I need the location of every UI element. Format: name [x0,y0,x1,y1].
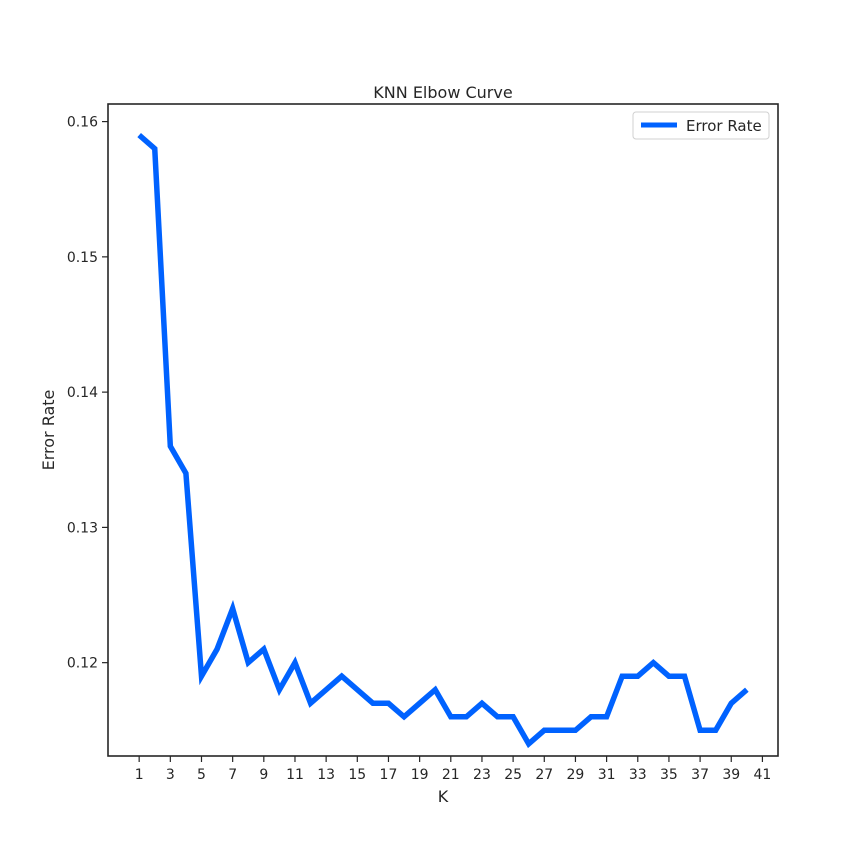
x-tick-label: 23 [473,767,491,783]
x-tick-label: 15 [348,767,366,783]
y-axis: 0.12 0.13 0.14 0.15 0.16 [67,115,108,672]
x-tick-label: 3 [166,767,175,783]
x-tick-label: 25 [504,767,522,783]
x-tick-label: 21 [442,767,460,783]
y-tick-label: 0.12 [67,656,98,672]
y-tick-label: 0.15 [67,250,98,266]
x-tick-label: 11 [286,767,304,783]
chart-title: KNN Elbow Curve [373,83,512,102]
x-tick-label: 27 [535,767,553,783]
x-tick-label: 35 [660,767,678,783]
y-axis-label: Error Rate [39,390,58,471]
plot-frame [107,103,779,757]
x-tick-label: 41 [754,767,772,783]
x-tick-label: 19 [411,767,429,783]
x-tick-label: 13 [317,767,335,783]
legend-box [632,111,770,140]
x-tick-label: 17 [380,767,398,783]
y-tick-label: 0.16 [67,115,98,131]
x-tick-label: 33 [629,767,647,783]
y-tick-label: 0.14 [67,385,98,401]
x-tick-label: 1 [135,767,144,783]
y-tick-label: 0.13 [67,520,98,536]
x-axis: 1 3 5 7 9 11 13 15 17 19 21 23 25 27 29 31 33 35 37 39 41 [135,756,772,783]
x-tick-label: 7 [228,767,237,783]
x-tick-label: 37 [691,767,709,783]
x-tick-label: 39 [722,767,740,783]
plot-area [137,133,749,749]
x-tick-label: 9 [259,767,268,783]
legend: Error Rate [632,111,770,140]
x-axis-label: K [438,787,449,806]
x-tick-label: 29 [567,767,585,783]
x-tick-label: 31 [598,767,616,783]
legend-label: Error Rate [686,117,762,135]
x-tick-label: 5 [197,767,206,783]
series-line-error-rate [137,133,749,749]
